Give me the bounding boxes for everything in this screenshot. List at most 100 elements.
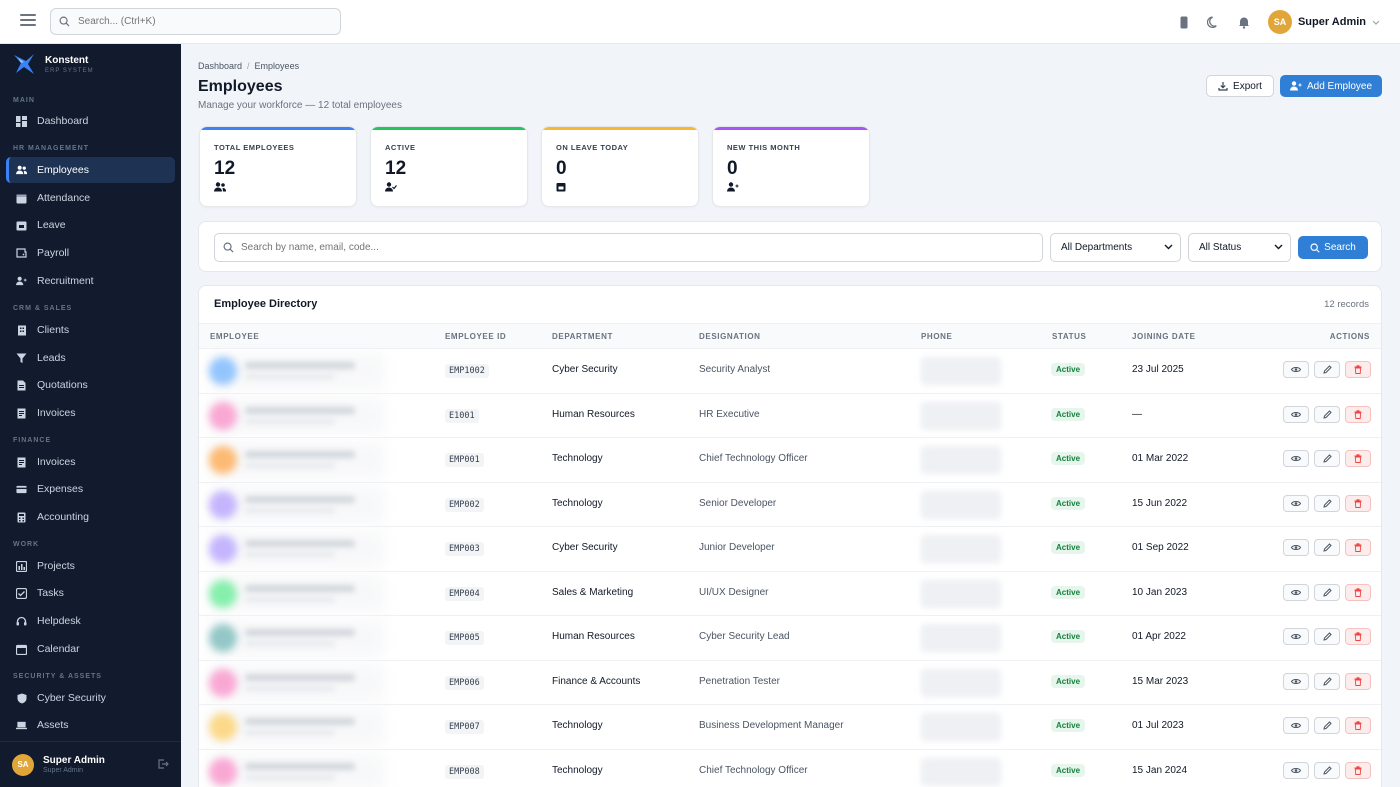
- status-badge: Active: [1051, 763, 1086, 777]
- table-row[interactable]: EMP007 Technology Business Development Man…: [199, 705, 1381, 750]
- sidebar-item-invoices-crm[interactable]: Invoices: [6, 400, 175, 426]
- sidebar-item-cyber-security[interactable]: Cyber Security: [6, 685, 175, 711]
- delete-button[interactable]: [1345, 539, 1371, 556]
- sidebar-item-recruitment[interactable]: Recruitment: [6, 268, 175, 294]
- view-button[interactable]: [1283, 761, 1309, 779]
- sidebar-item-attendance[interactable]: Attendance: [6, 185, 175, 211]
- edit-button[interactable]: [1314, 361, 1340, 378]
- table-row[interactable]: EMP006 Finance & Accounts Penetration Test…: [199, 661, 1381, 705]
- view-button[interactable]: [1283, 361, 1309, 378]
- view-button[interactable]: [1283, 494, 1309, 512]
- delete-button[interactable]: [1345, 672, 1371, 690]
- employee-cell[interactable]: [209, 397, 385, 434]
- search-button[interactable]: Search: [1298, 236, 1368, 259]
- sidebar-item-tasks[interactable]: Tasks: [6, 580, 175, 606]
- logout-icon[interactable]: [158, 759, 169, 769]
- eye-icon: [1291, 633, 1301, 640]
- employee-search-input[interactable]: [241, 242, 1021, 253]
- page-title: Employees: [198, 78, 283, 95]
- sidebar-item-projects[interactable]: Projects: [6, 553, 175, 579]
- view-button[interactable]: [1283, 672, 1309, 690]
- view-button[interactable]: [1283, 583, 1309, 601]
- redacted-name: [245, 540, 355, 547]
- delete-button[interactable]: [1345, 628, 1371, 645]
- sidebar-item-payroll[interactable]: Payroll: [6, 240, 175, 266]
- sidebar-item-leave[interactable]: Leave: [6, 212, 175, 238]
- sidebar-item-invoices-finance[interactable]: Invoices: [6, 449, 175, 475]
- brand[interactable]: Konstent ERP SYSTEM: [12, 52, 94, 76]
- table-row[interactable]: EMP001 Technology Chief Technology Officer…: [199, 438, 1381, 483]
- employee-cell[interactable]: [209, 664, 385, 701]
- employee-cell[interactable]: [209, 620, 385, 656]
- breadcrumb-dashboard[interactable]: Dashboard: [198, 61, 243, 71]
- sidebar-item-calendar[interactable]: Calendar: [6, 636, 175, 662]
- column-header[interactable]: EMPLOYEE: [210, 332, 260, 341]
- moon-icon[interactable]: [1206, 14, 1222, 30]
- delete-button[interactable]: [1345, 583, 1371, 601]
- employee-search[interactable]: [214, 233, 1043, 262]
- delete-button[interactable]: [1345, 361, 1371, 378]
- bell-icon[interactable]: [1236, 14, 1252, 30]
- status-select[interactable]: All Status: [1188, 233, 1291, 262]
- view-button[interactable]: [1283, 450, 1309, 467]
- menu-toggle-icon[interactable]: [20, 14, 36, 28]
- delete-button[interactable]: [1345, 450, 1371, 467]
- table-row[interactable]: EMP003 Cyber Security Junior Developer Acti…: [199, 527, 1381, 572]
- sidebar-item-employees[interactable]: Employees: [6, 157, 175, 183]
- edit-button[interactable]: [1314, 761, 1340, 779]
- table-row[interactable]: EMP1002 Cyber Security Security Analyst Act…: [199, 349, 1381, 394]
- employee-cell[interactable]: [209, 709, 385, 745]
- sidebar-item-helpdesk[interactable]: Helpdesk: [6, 608, 175, 634]
- employee-cell[interactable]: [209, 753, 385, 787]
- sidebar-item-accounting[interactable]: Accounting: [6, 504, 175, 530]
- edit-button[interactable]: [1314, 672, 1340, 690]
- edit-button[interactable]: [1314, 405, 1340, 423]
- edit-button[interactable]: [1314, 717, 1340, 734]
- column-header[interactable]: DESIGNATION: [699, 332, 761, 341]
- user-menu[interactable]: SA Super Admin: [1267, 10, 1380, 34]
- sidebar-item-leads[interactable]: Leads: [6, 345, 175, 371]
- table-row[interactable]: EMP004 Sales & Marketing UI/UX Designer Act…: [199, 572, 1381, 616]
- delete-button[interactable]: [1345, 494, 1371, 512]
- view-button[interactable]: [1283, 539, 1309, 556]
- department-select[interactable]: All Departments: [1050, 233, 1181, 262]
- add-employee-button[interactable]: Add Employee: [1280, 75, 1382, 97]
- global-search[interactable]: [50, 8, 341, 35]
- edit-button[interactable]: [1314, 450, 1340, 467]
- edit-button[interactable]: [1314, 583, 1340, 601]
- view-button[interactable]: [1283, 717, 1309, 734]
- sidebar-item-clients[interactable]: Clients: [6, 317, 175, 343]
- employee-cell[interactable]: [209, 442, 385, 478]
- export-button[interactable]: Export: [1206, 75, 1274, 97]
- column-header[interactable]: DEPARTMENT: [552, 332, 613, 341]
- view-button[interactable]: [1283, 405, 1309, 423]
- column-header[interactable]: EMPLOYEE ID: [445, 332, 507, 341]
- redacted-overlay: [209, 575, 385, 612]
- table-row[interactable]: EMP005 Human Resources Cyber Security Lead…: [199, 616, 1381, 661]
- sidebar-item-assets[interactable]: Assets: [6, 712, 175, 738]
- view-button[interactable]: [1283, 628, 1309, 645]
- delete-button[interactable]: [1345, 761, 1371, 779]
- employee-id: EMP002: [445, 497, 484, 512]
- edit-button[interactable]: [1314, 539, 1340, 556]
- employee-cell[interactable]: [209, 575, 385, 612]
- sidebar-item-quotations[interactable]: Quotations: [6, 372, 175, 398]
- delete-button[interactable]: [1345, 405, 1371, 423]
- sidebar-item-expenses[interactable]: Expenses: [6, 476, 175, 502]
- edit-button[interactable]: [1314, 494, 1340, 512]
- delete-button[interactable]: [1345, 717, 1371, 734]
- employee-cell[interactable]: [209, 486, 385, 523]
- column-header[interactable]: STATUS: [1052, 332, 1087, 341]
- sidebar-item-dashboard[interactable]: Dashboard: [6, 108, 175, 134]
- edit-button[interactable]: [1314, 628, 1340, 645]
- table-row[interactable]: EMP008 Technology Chief Technology Officer…: [199, 750, 1381, 787]
- column-header[interactable]: PHONE: [921, 332, 953, 341]
- global-search-input[interactable]: [78, 16, 318, 27]
- table-row[interactable]: EMP002 Technology Senior Developer Active 15…: [199, 483, 1381, 527]
- employee-cell[interactable]: [209, 353, 385, 389]
- table-row[interactable]: E1001 Human Resources HR Executive Active —: [199, 394, 1381, 438]
- employee-cell[interactable]: [209, 531, 385, 567]
- calendar-icon: [16, 220, 27, 231]
- device-icon[interactable]: [1176, 14, 1192, 30]
- column-header[interactable]: JOINING DATE: [1132, 332, 1196, 341]
